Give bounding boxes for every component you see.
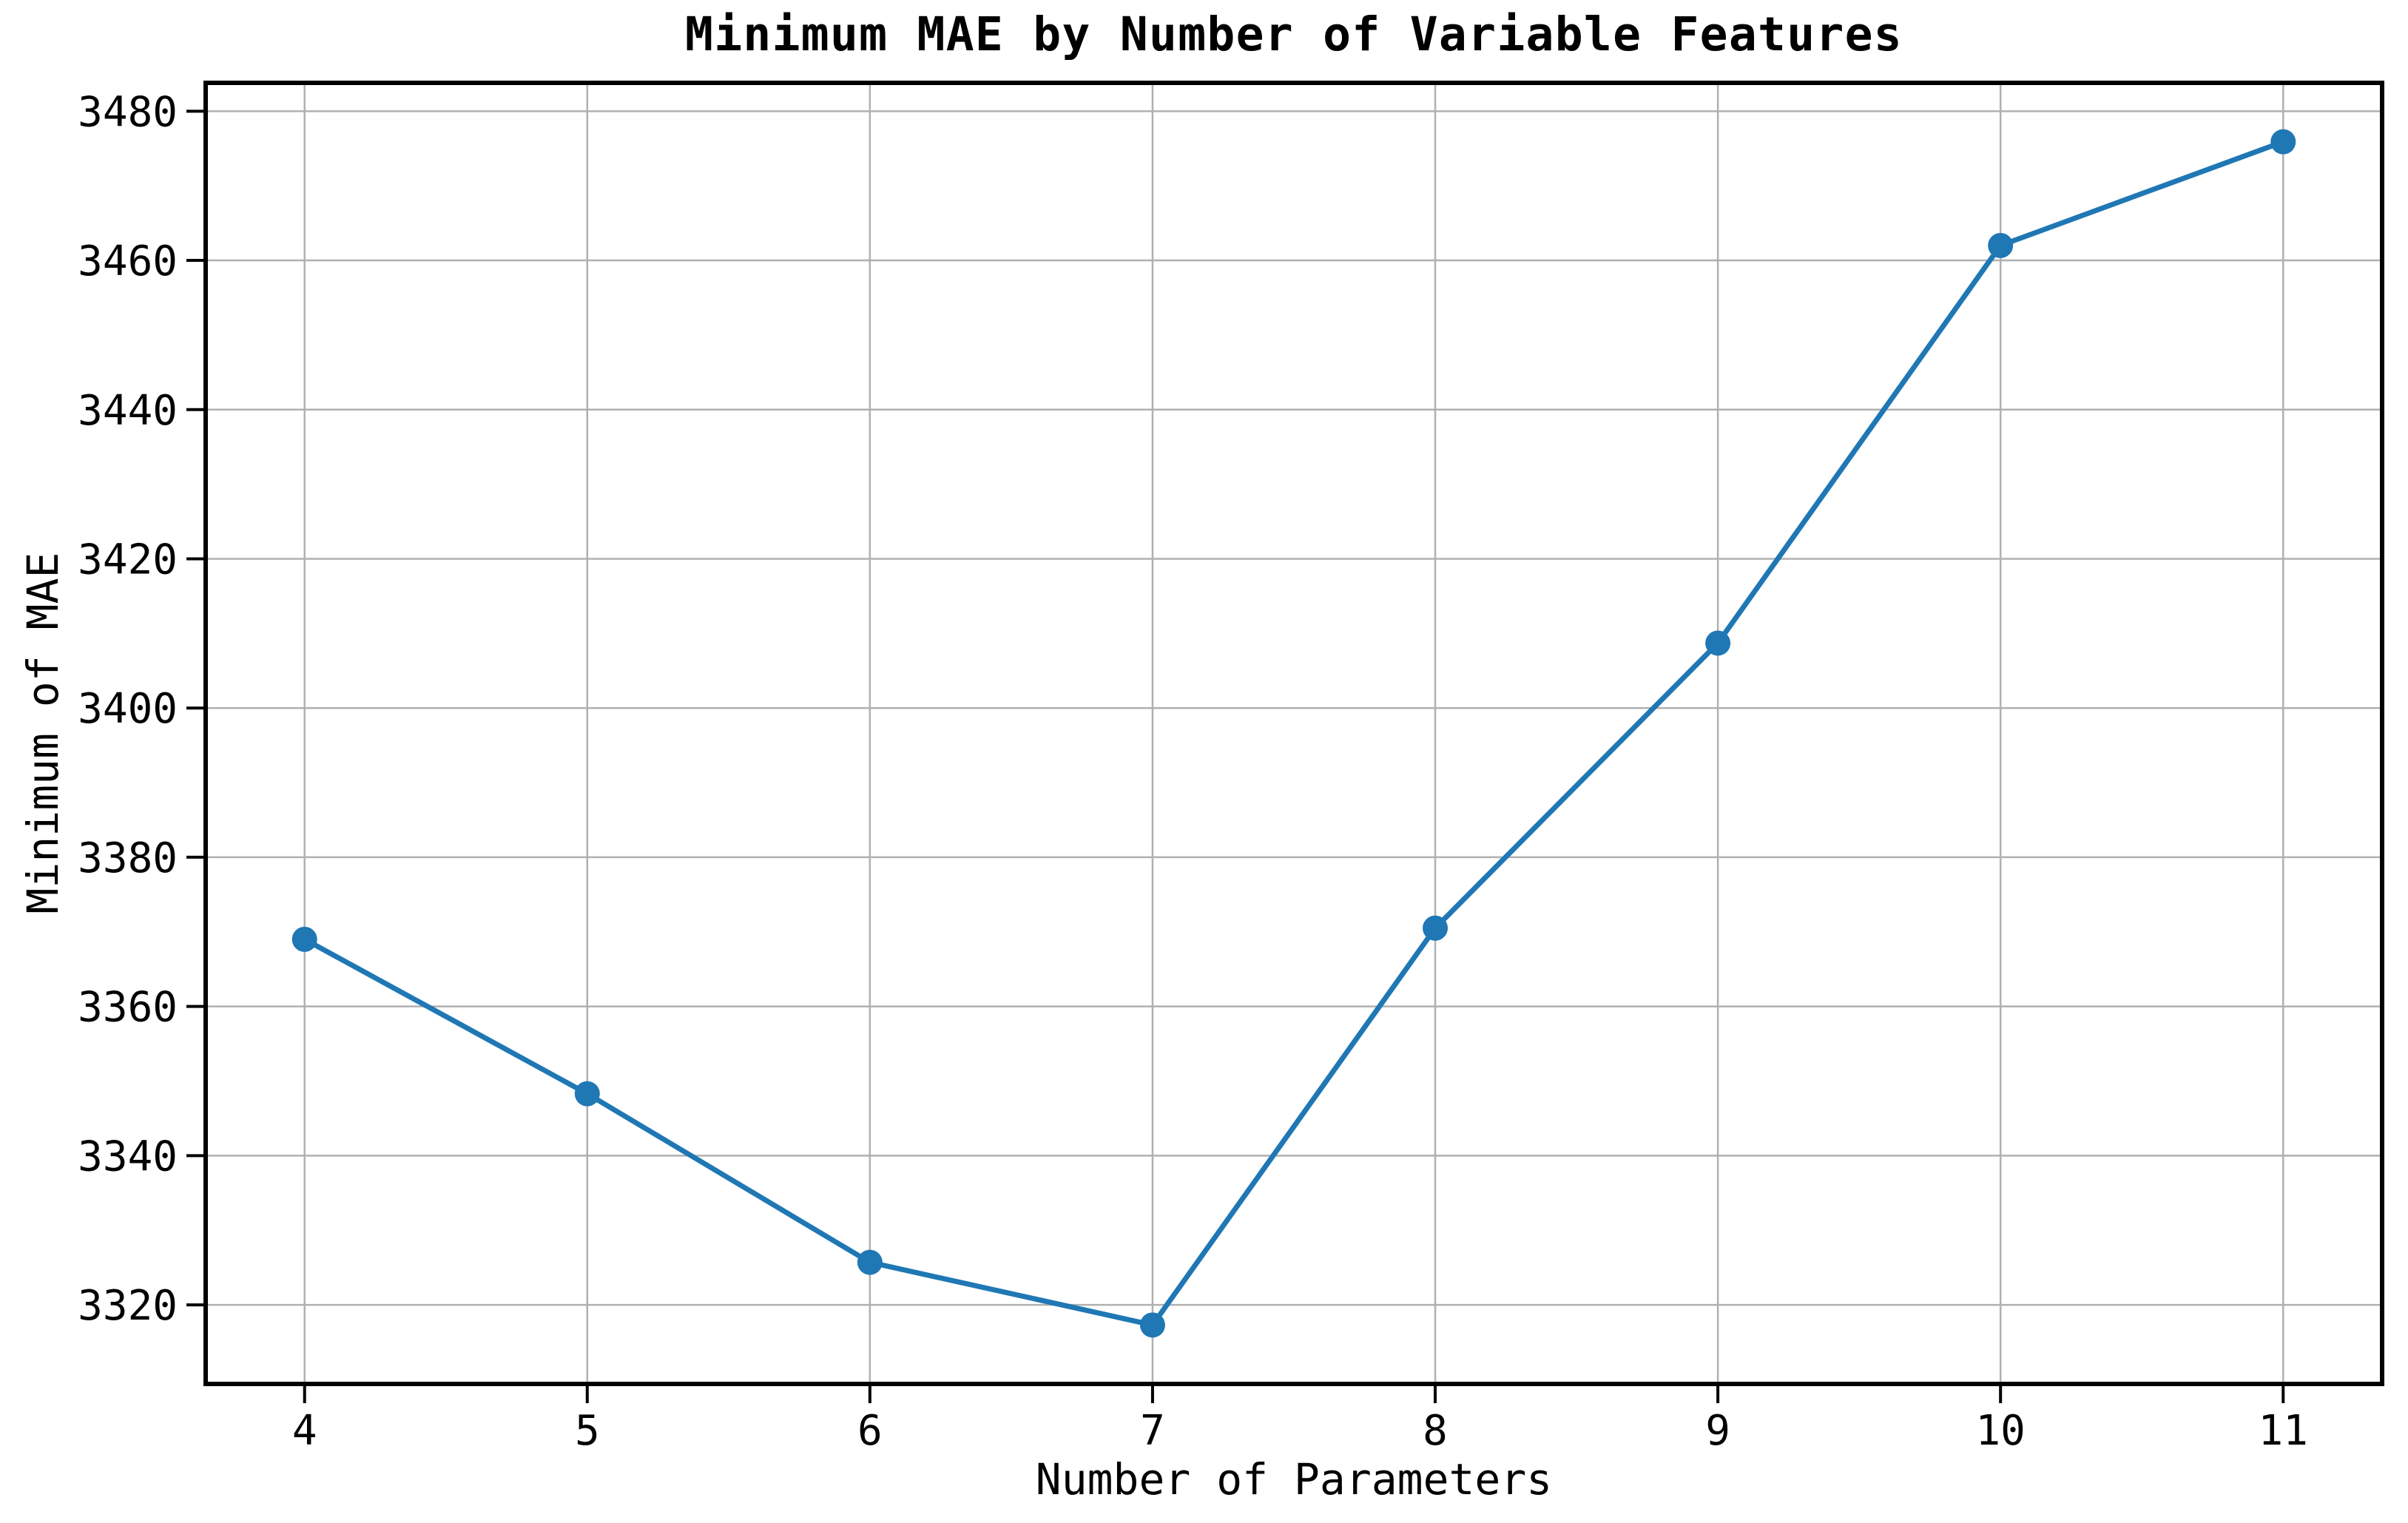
y-tick-label-3460: 3460 — [78, 237, 178, 286]
y-tick-label-3340: 3340 — [78, 1132, 178, 1181]
y-tick-label-3360: 3360 — [78, 984, 178, 1032]
data-point-11 — [2270, 129, 2296, 155]
x-tick-label-4: 4 — [292, 1407, 317, 1455]
chart-title: Minimum MAE by Number of Variable Featur… — [685, 7, 1903, 61]
x-axis-label: Number of Parameters — [1035, 1454, 1553, 1505]
data-point-4 — [291, 926, 317, 952]
y-tick-label-3320: 3320 — [78, 1282, 178, 1330]
y-tick-label-3480: 3480 — [78, 88, 178, 136]
data-point-7 — [1139, 1312, 1165, 1338]
axes-frame — [203, 81, 2384, 1386]
data-point-10 — [1988, 232, 2014, 258]
data-point-9 — [1705, 630, 1731, 656]
data-point-6 — [857, 1249, 883, 1275]
data-point-8 — [1423, 915, 1448, 941]
data-point-5 — [574, 1081, 600, 1107]
y-tick-label-3420: 3420 — [78, 536, 178, 584]
x-tick-label-8: 8 — [1423, 1407, 1448, 1455]
y-tick-label-3440: 3440 — [78, 387, 178, 435]
y-tick-label-3400: 3400 — [78, 685, 178, 733]
y-tick-label-3380: 3380 — [78, 834, 178, 882]
x-tick-label-9: 9 — [1705, 1407, 1730, 1455]
x-tick-label-5: 5 — [575, 1407, 600, 1455]
x-tick-label-6: 6 — [857, 1407, 883, 1455]
x-tick-label-11: 11 — [2259, 1407, 2308, 1455]
x-tick-label-7: 7 — [1140, 1407, 1165, 1455]
data-series-line — [302, 139, 2286, 1328]
x-tick-label-10: 10 — [1975, 1407, 2025, 1455]
